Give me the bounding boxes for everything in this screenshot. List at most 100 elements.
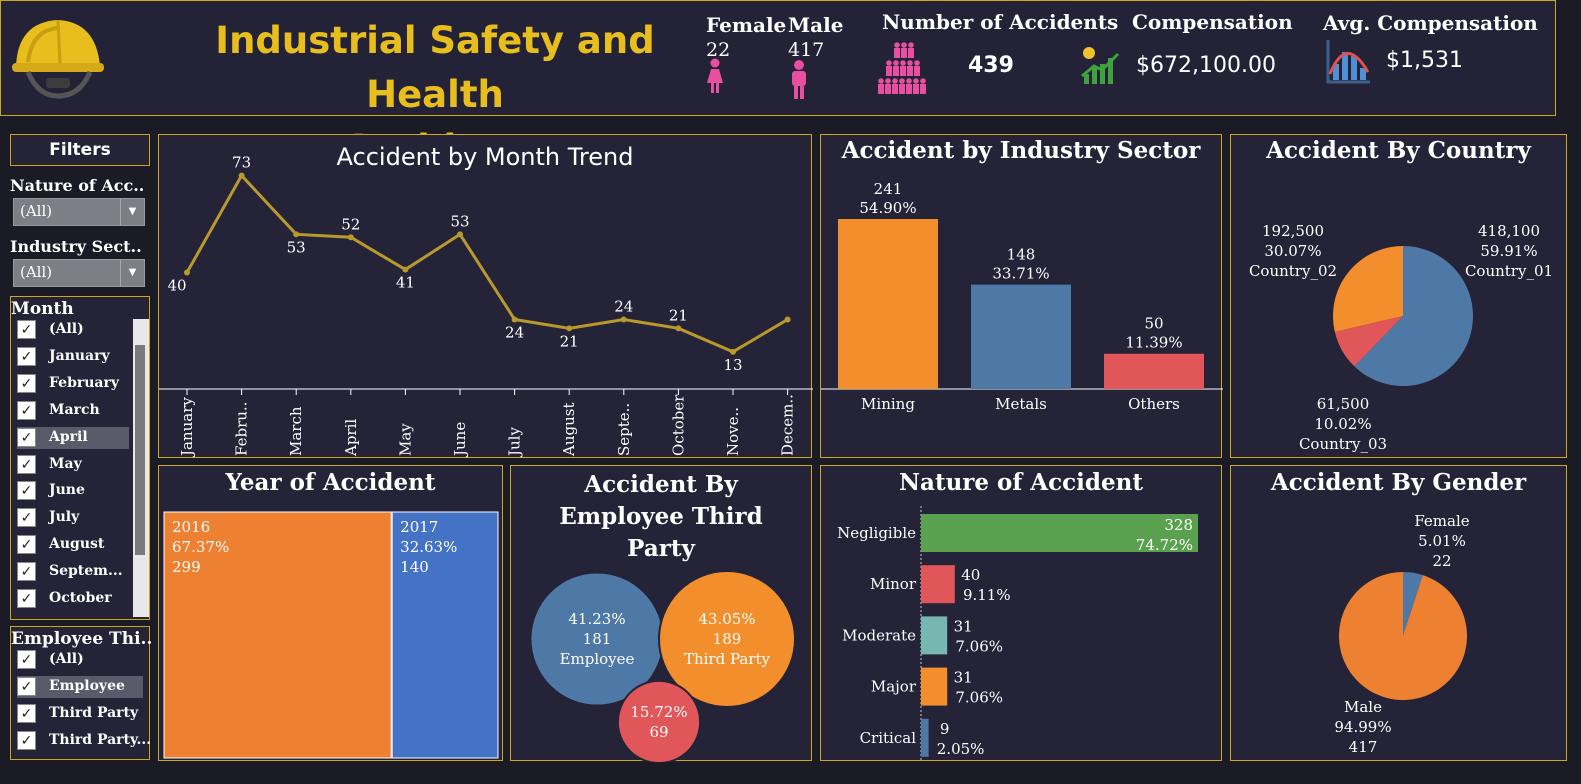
female-value: 22	[706, 39, 731, 61]
month-checkbox-item[interactable]: ✓ June	[17, 480, 129, 502]
month-tick-label: August	[560, 403, 578, 457]
month-item-label: January	[49, 347, 110, 364]
month-checkbox-item[interactable]: ✓ August	[17, 534, 129, 556]
nature-category-label: Major	[871, 678, 917, 696]
industry-category-label: Mining	[861, 395, 915, 413]
nature-filter-label: Nature of Acc..	[10, 176, 145, 195]
checkbox-icon[interactable]: ✓	[17, 373, 36, 393]
nature-bar-chart: Negligible 328 74.72% Minor 40 9.11% Moderate 3…	[837, 506, 1198, 762]
nature-percent-label: 74.72%	[1136, 536, 1193, 554]
employee-checkbox-item[interactable]: ✓ Third Party...	[17, 730, 151, 752]
industry-percent-label: 33.71%	[992, 265, 1049, 283]
checkbox-icon[interactable]: ✓	[17, 400, 36, 420]
year-percent-label: 32.63%	[400, 538, 457, 556]
country-value-label: 192,500	[1262, 222, 1324, 240]
nature-value-label: 40	[961, 566, 980, 584]
month-checkbox-item[interactable]: ✓ May	[17, 454, 129, 476]
checkbox-icon[interactable]: ✓	[17, 346, 36, 366]
nature-panel: Nature of Accident Negligible 328 74.72% Mi…	[820, 465, 1222, 762]
bubble	[616, 679, 702, 762]
nature-percent-label: 9.11%	[963, 586, 1011, 604]
month-checkbox-item[interactable]: ✓ July	[17, 507, 129, 529]
bubble-value-label: 181	[583, 630, 612, 648]
checkbox-icon[interactable]: ✓	[17, 589, 36, 608]
hard-hat-icon	[12, 19, 104, 99]
country-percent-label: 10.02%	[1314, 415, 1371, 433]
male-label: Male	[788, 13, 844, 37]
bubble-percent-label: 43.05%	[698, 610, 755, 628]
checkbox-icon[interactable]: ✓	[17, 508, 36, 528]
country-panel: Accident By Country 418,100 59.91% Country…	[1230, 134, 1567, 458]
nature-value-label: 9	[940, 720, 950, 738]
month-checkbox-item[interactable]: ✓ April	[17, 426, 129, 449]
industry-value-label: 50	[1144, 315, 1163, 333]
nature-bar	[921, 616, 948, 655]
trend-value-label: 41	[396, 274, 415, 292]
industry-filter-dropdown[interactable]: (All) ▼	[13, 259, 145, 287]
chevron-down-icon[interactable]: ▼	[120, 260, 144, 286]
chevron-down-icon[interactable]: ▼	[120, 199, 144, 225]
month-scrollbar-thumb[interactable]	[135, 345, 145, 555]
month-filter: Month ✓ (All) ✓ January ✓ February ✓ March ✓ Apri…	[10, 296, 150, 620]
checkbox-icon[interactable]: ✓	[17, 454, 36, 474]
checkbox-icon[interactable]: ✓	[17, 650, 36, 669]
female-figure-icon	[707, 58, 723, 93]
month-checkbox-item[interactable]: ✓ January	[17, 346, 129, 368]
gender-panel: Accident By Gender Female 5.01% 22 Male 94.9…	[1230, 465, 1567, 761]
employee-item-label: (All)	[49, 651, 84, 667]
month-checkbox-item[interactable]: ✓ February	[17, 373, 129, 395]
checkbox-icon[interactable]: ✓	[17, 703, 36, 723]
month-tick-label: Decem..	[779, 394, 797, 456]
accidents-value: 439	[968, 53, 1014, 78]
checkbox-icon[interactable]: ✓	[17, 730, 36, 750]
month-tick-label: Febru..	[233, 402, 251, 456]
month-tick-label: April	[342, 419, 360, 457]
trend-value-label: 53	[287, 238, 306, 256]
country-pie-slice	[1334, 316, 1403, 367]
checkbox-icon[interactable]: ✓	[17, 320, 36, 339]
month-tick-label: May	[396, 423, 414, 456]
year-treemap-cell	[391, 511, 499, 759]
trend-point	[457, 231, 463, 238]
checkbox-icon[interactable]: ✓	[17, 562, 36, 582]
checkbox-icon[interactable]: ✓	[17, 481, 36, 501]
industry-sector-panel: Accident by Industry Sector 241 54.90% Min…	[820, 134, 1223, 458]
employee-third-party-panel: Accident By Employee Third Party 41.23% 1…	[510, 465, 812, 762]
month-checkbox-item[interactable]: ✓ March	[17, 400, 129, 422]
country-pie-chart: 418,100 59.91% Country_01 61,500 10.02% Count…	[1249, 222, 1553, 453]
avg-compensation-value: $1,531	[1386, 48, 1463, 73]
country-name-label: Country_02	[1249, 262, 1337, 280]
month-checkbox-item[interactable]: ✓ October	[17, 588, 129, 610]
gender-pie-chart: Female 5.01% 22 Male 94.99% 417	[1334, 512, 1469, 756]
gender-name-label: Female	[1414, 512, 1469, 530]
bubble-percent-label: 15.72%	[630, 703, 687, 721]
month-item-label: April	[49, 428, 88, 445]
trend-point	[347, 234, 354, 241]
checkbox-icon[interactable]: ✓	[17, 427, 36, 447]
checkbox-icon[interactable]: ✓	[17, 676, 36, 696]
trend-value-label: 21	[560, 332, 579, 350]
trend-point	[675, 325, 682, 332]
trend-point	[784, 316, 791, 323]
bubble-value-label: 69	[649, 723, 668, 741]
month-tick-label: June	[451, 422, 469, 458]
month-checkbox-item[interactable]: ✓ Septem...	[17, 561, 129, 583]
checkbox-icon[interactable]: ✓	[17, 535, 36, 555]
nature-title: Nature of Accident	[899, 469, 1143, 496]
male-figure-icon	[792, 60, 806, 99]
month-checkbox-item[interactable]: ✓ (All)	[17, 319, 129, 341]
gender-value-label: 417	[1349, 738, 1378, 756]
gender-percent-label: 94.99%	[1334, 718, 1391, 736]
employee-checkbox-item[interactable]: ✓ Third Party	[17, 703, 143, 725]
year-value-label: 299	[172, 558, 201, 576]
employee-checkbox-item[interactable]: ✓ (All)	[17, 649, 143, 671]
trend-value-label: 73	[232, 154, 251, 172]
month-scrollbar-track[interactable]	[133, 319, 149, 617]
month-item-label: July	[49, 509, 80, 526]
employee-checkbox-item[interactable]: ✓ Employee	[17, 675, 143, 698]
nature-filter-dropdown[interactable]: (All) ▼	[13, 198, 145, 226]
industry-value-label: 148	[1007, 246, 1036, 264]
month-tick-label: Septe..	[615, 403, 633, 456]
trend-point	[511, 316, 518, 323]
industry-bar	[838, 219, 938, 389]
